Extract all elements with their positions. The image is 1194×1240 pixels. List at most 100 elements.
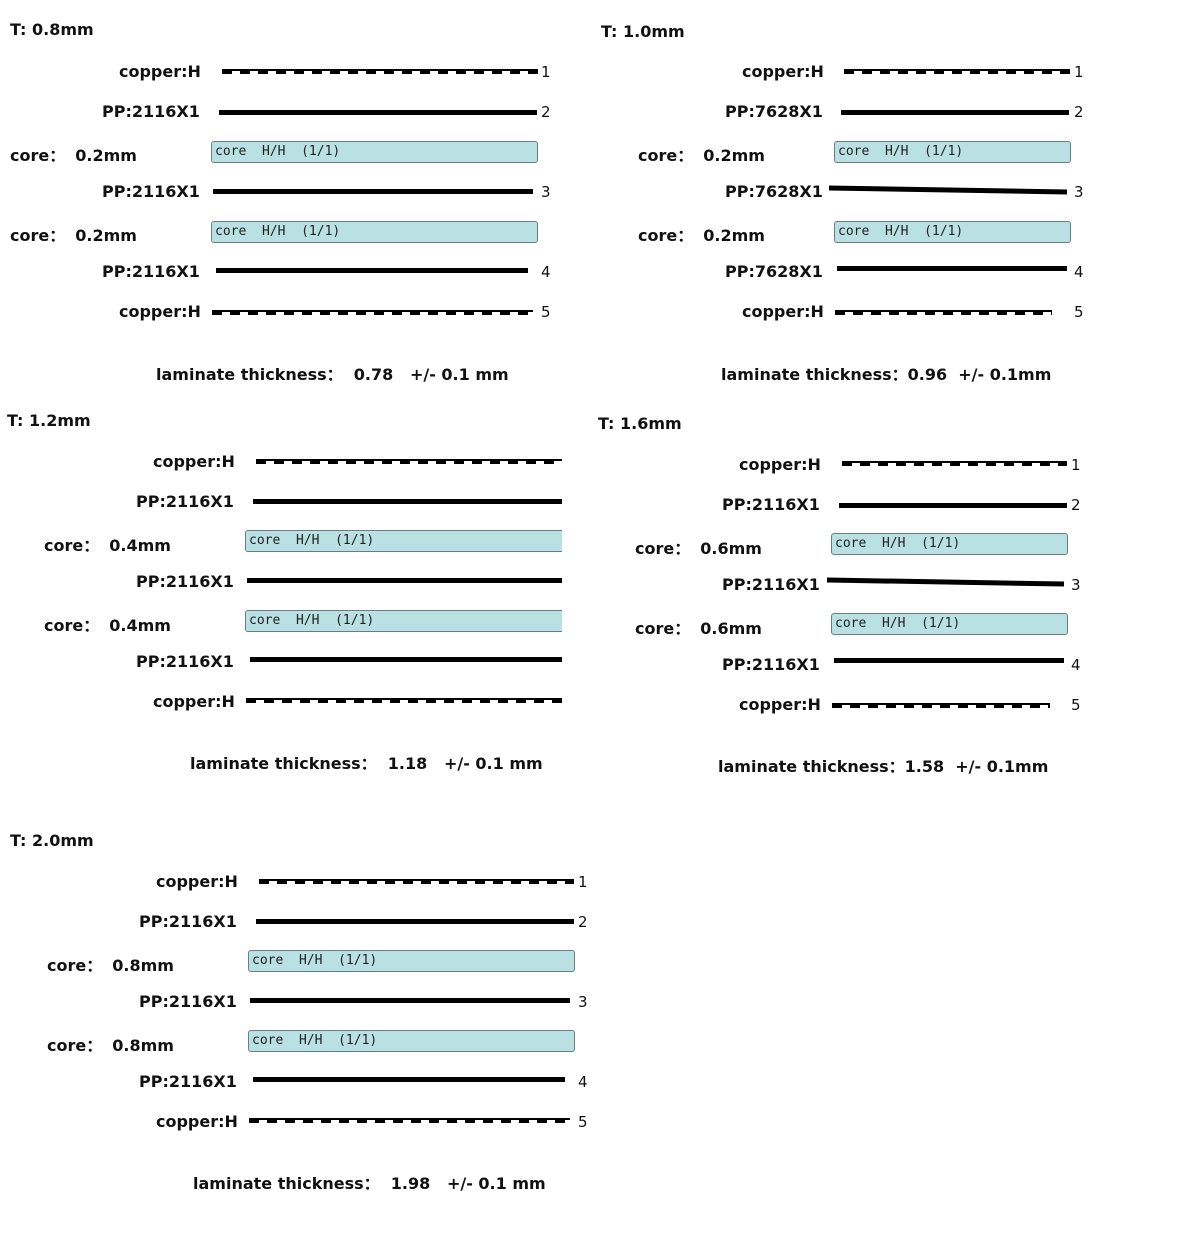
layer-label: PP:2116X1 bbox=[722, 655, 820, 674]
layer-number: 1 bbox=[1074, 63, 1084, 81]
layer-label: copper:H bbox=[742, 62, 824, 81]
layer-label: PP:2116X1 bbox=[102, 102, 200, 121]
layer-number: 2 bbox=[1074, 103, 1084, 121]
prepreg-layer-line bbox=[826, 577, 1065, 587]
panel-title: T: 0.8mm bbox=[10, 20, 94, 39]
core-thickness-label: core： 0.8mm bbox=[47, 1036, 174, 1055]
core-thickness-label: core： 0.2mm bbox=[10, 226, 137, 245]
copper-layer-line bbox=[246, 698, 562, 705]
layer-number: 4 bbox=[1071, 656, 1081, 674]
core-thickness-label: core： 0.6mm bbox=[635, 619, 762, 638]
core-thickness-label: core： 0.4mm bbox=[44, 536, 171, 555]
copper-layer-line bbox=[212, 310, 533, 317]
prepreg-layer-line bbox=[834, 658, 1064, 663]
layer-label: PP:7628X1 bbox=[725, 182, 823, 201]
layer-number: 3 bbox=[1071, 576, 1081, 594]
prepreg-layer-line bbox=[839, 503, 1067, 508]
core-thickness-label: core： 0.6mm bbox=[635, 539, 762, 558]
core-layer-box: core H/H (1/1) bbox=[834, 221, 1071, 243]
core-thickness-label: core： 0.2mm bbox=[638, 226, 765, 245]
layer-label: copper:H bbox=[119, 62, 201, 81]
layer-label: copper:H bbox=[119, 302, 201, 321]
prepreg-layer-line bbox=[837, 266, 1067, 271]
layer-label: PP:2116X1 bbox=[722, 575, 820, 594]
prepreg-layer-line bbox=[250, 998, 570, 1003]
layer-label: copper:H bbox=[156, 1112, 238, 1131]
layer-label: PP:7628X1 bbox=[725, 262, 823, 281]
layer-number: 2 bbox=[541, 103, 551, 121]
core-layer-box: core H/H (1/1) bbox=[248, 1030, 575, 1052]
layer-label: PP:2116X1 bbox=[136, 652, 234, 671]
layer-label: PP:7628X1 bbox=[725, 102, 823, 121]
core-layer-box: core H/H (1/1) bbox=[248, 950, 575, 972]
prepreg-layer-line bbox=[828, 185, 1068, 195]
layer-number: 5 bbox=[578, 1113, 588, 1131]
layer-label: copper:H bbox=[742, 302, 824, 321]
prepreg-layer-line bbox=[841, 110, 1069, 115]
core-layer-box: core H/H (1/1) bbox=[831, 533, 1068, 555]
prepreg-layer-line bbox=[213, 189, 533, 194]
copper-layer-line bbox=[844, 69, 1070, 76]
layer-label: PP:2116X1 bbox=[102, 182, 200, 201]
copper-layer-line bbox=[222, 69, 538, 76]
prepreg-layer-line bbox=[253, 499, 562, 504]
panel-title: T: 2.0mm bbox=[10, 831, 94, 850]
copper-layer-line bbox=[835, 310, 1052, 317]
core-thickness-label: core： 0.8mm bbox=[47, 956, 174, 975]
copper-layer-line bbox=[256, 459, 562, 466]
layer-number: 5 bbox=[1071, 696, 1081, 714]
copper-layer-line bbox=[259, 879, 574, 886]
layer-label: copper:H bbox=[739, 695, 821, 714]
core-thickness-label: core： 0.4mm bbox=[44, 616, 171, 635]
layer-number: 1 bbox=[541, 63, 551, 81]
prepreg-layer-line bbox=[247, 578, 562, 583]
stackup-panel-1.0mm: T: 1.0mm copper:H 1 PP:7628X1 2 core： 0.2… bbox=[601, 22, 1161, 392]
layer-number: 1 bbox=[578, 873, 588, 891]
layer-number: 2 bbox=[578, 913, 588, 931]
layer-label: PP:2116X1 bbox=[139, 912, 237, 931]
laminate-thickness-summary: laminate thickness： 0.78 +/- 0.1 mm bbox=[156, 365, 509, 384]
copper-layer-line bbox=[249, 1118, 570, 1125]
layer-number: 4 bbox=[1074, 263, 1084, 281]
core-thickness-label: core： 0.2mm bbox=[638, 146, 765, 165]
layer-label: copper:H bbox=[739, 455, 821, 474]
panel-title: T: 1.2mm bbox=[7, 411, 91, 430]
prepreg-layer-line bbox=[253, 1077, 565, 1082]
laminate-thickness-summary: laminate thickness： 1.98 +/- 0.1 mm bbox=[193, 1174, 546, 1193]
layer-number: 5 bbox=[1074, 303, 1084, 321]
core-layer-box: core H/H (1/1) bbox=[211, 141, 538, 163]
core-layer-box: core H/H (1/1) bbox=[245, 610, 562, 632]
stackup-panel-0.8mm: T: 0.8mm copper:H 1 PP:2116X1 2 core： 0.2… bbox=[10, 20, 570, 390]
layer-number: 3 bbox=[1074, 183, 1084, 201]
prepreg-layer-line bbox=[250, 657, 562, 662]
layer-label: PP:2116X1 bbox=[139, 1072, 237, 1091]
layer-label: PP:2116X1 bbox=[102, 262, 200, 281]
prepreg-layer-line bbox=[219, 110, 537, 115]
core-layer-box: core H/H (1/1) bbox=[245, 530, 562, 552]
copper-layer-line bbox=[842, 461, 1067, 468]
layer-number: 3 bbox=[541, 183, 551, 201]
layer-label: PP:2116X1 bbox=[139, 992, 237, 1011]
layer-number: 4 bbox=[578, 1073, 588, 1091]
layer-label: copper:H bbox=[153, 692, 235, 711]
layer-label: PP:2116X1 bbox=[136, 572, 234, 591]
stackup-panel-2.0mm: T: 2.0mm copper:H 1 PP:2116X1 2 core： 0.8… bbox=[10, 831, 588, 1201]
stackup-panel-1.6mm: T: 1.6mm copper:H 1 PP:2116X1 2 core： 0.6… bbox=[598, 414, 1158, 784]
laminate-thickness-summary: laminate thickness：1.58 +/- 0.1mm bbox=[718, 757, 1049, 776]
layer-label: copper:H bbox=[156, 872, 238, 891]
prepreg-layer-line bbox=[256, 919, 574, 924]
layer-number: 2 bbox=[1071, 496, 1081, 514]
panel-title: T: 1.6mm bbox=[598, 414, 682, 433]
core-layer-box: core H/H (1/1) bbox=[834, 141, 1071, 163]
layer-number: 3 bbox=[578, 993, 588, 1011]
prepreg-layer-line bbox=[216, 268, 528, 273]
laminate-thickness-summary: laminate thickness：0.96 +/- 0.1mm bbox=[721, 365, 1052, 384]
copper-layer-line bbox=[832, 703, 1050, 710]
panel-title: T: 1.0mm bbox=[601, 22, 685, 41]
layer-label: copper:H bbox=[153, 452, 235, 471]
core-thickness-label: core： 0.2mm bbox=[10, 146, 137, 165]
layer-number: 5 bbox=[541, 303, 551, 321]
core-layer-box: core H/H (1/1) bbox=[831, 613, 1068, 635]
layer-label: PP:2116X1 bbox=[722, 495, 820, 514]
layer-label: PP:2116X1 bbox=[136, 492, 234, 511]
